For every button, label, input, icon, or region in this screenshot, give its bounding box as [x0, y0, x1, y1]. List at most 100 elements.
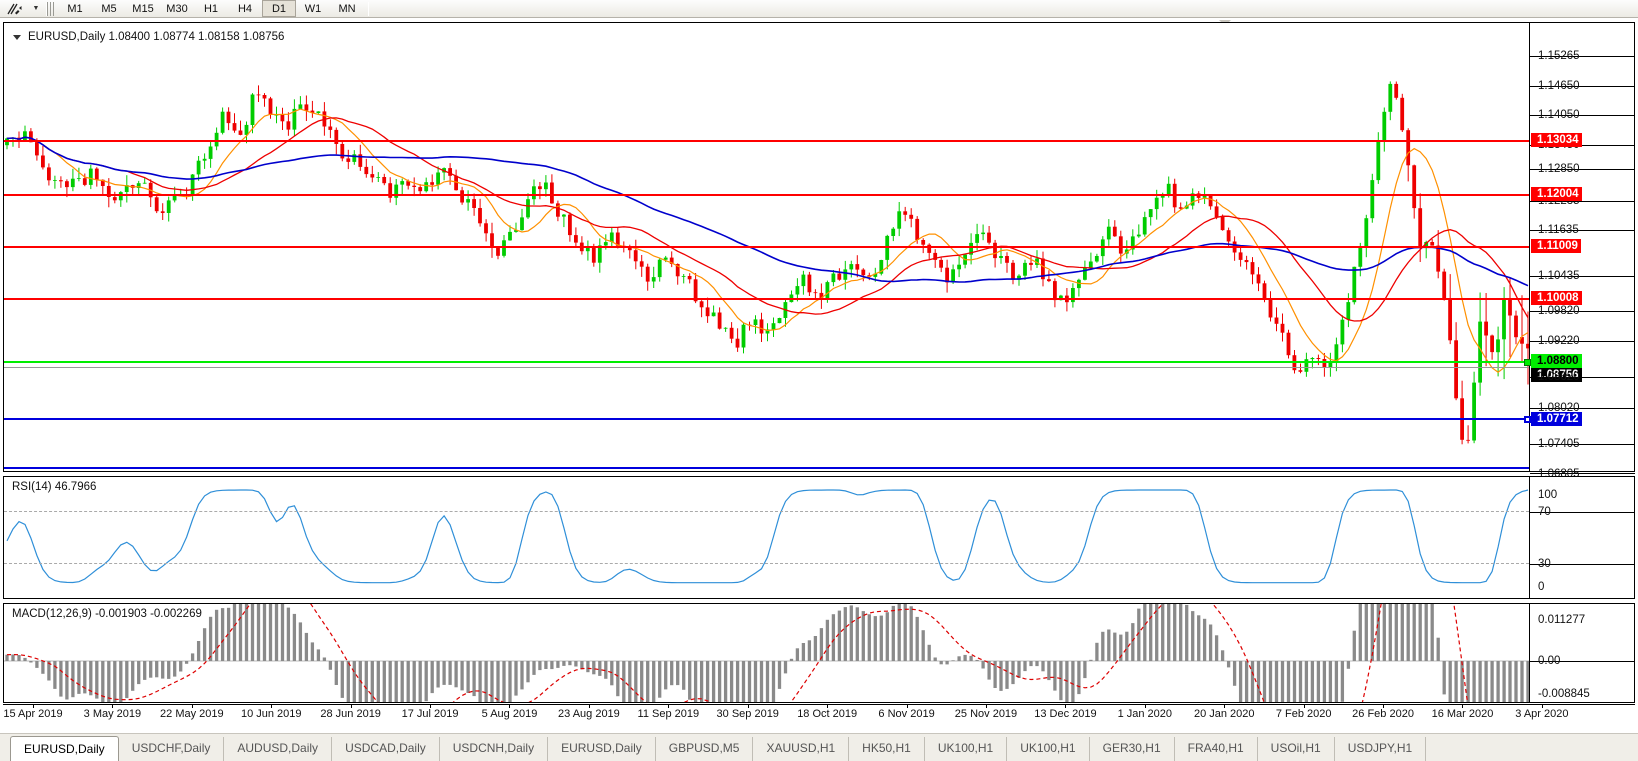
tab-eurusd-daily-active[interactable]: EURUSD,Daily: [10, 736, 119, 761]
tab-usdchf-daily[interactable]: USDCHF,Daily: [119, 737, 225, 761]
time-label: 23 Aug 2019: [558, 708, 620, 720]
time-label: 1 Jan 2020: [1117, 708, 1173, 720]
symbol-tab-bar: EURUSD,Daily USDCHF,Daily AUDUSD,Daily U…: [0, 733, 1638, 761]
level-line-1-12004[interactable]: [4, 194, 1529, 196]
level-line-1-08800[interactable]: [4, 361, 1529, 363]
time-tick: [1065, 705, 1067, 708]
tab-eurusd-daily-2[interactable]: EURUSD,Daily: [548, 737, 656, 761]
timeframe-h1[interactable]: H1: [203, 3, 219, 15]
time-tick: [1462, 705, 1464, 708]
price-label-6: 1.11635: [1538, 224, 1579, 236]
timeframe-d1[interactable]: D1: [262, 0, 296, 17]
timeframe-m5[interactable]: M5: [101, 3, 117, 15]
toolbar-grip[interactable]: [46, 1, 55, 16]
tab-audusd-daily[interactable]: AUDUSD,Daily: [224, 737, 333, 761]
timeframe-mn[interactable]: MN: [338, 3, 356, 15]
tab-hk50-h1[interactable]: HK50,H1: [849, 737, 925, 761]
price-plot[interactable]: [4, 23, 1529, 471]
level-line-1-06306[interactable]: [4, 467, 1529, 469]
time-label: 3 Apr 2020: [1515, 708, 1569, 720]
timeframe-m1[interactable]: M1: [67, 3, 83, 15]
time-label: 28 Jun 2019: [320, 708, 381, 720]
level-line-1-11009[interactable]: [4, 246, 1529, 248]
timeframe-group: M1 M5 M15 M30 H1 H4 D1 W1 MN: [58, 0, 364, 18]
level-label-1-07712[interactable]: 1.07712: [1531, 412, 1582, 426]
rsi-line: [6, 489, 1529, 584]
time-label: 13 Dec 2019: [1034, 708, 1097, 720]
time-tick: [906, 705, 908, 708]
price-label-11: 1.08020: [1538, 402, 1580, 414]
time-label: 20 Jan 2020: [1193, 708, 1255, 720]
time-tick: [112, 705, 114, 708]
time-tick: [1144, 705, 1146, 708]
time-tick: [668, 705, 670, 708]
tab-usdjpy-h1[interactable]: USDJPY,H1: [1335, 737, 1427, 761]
tab-usdcad-daily[interactable]: USDCAD,Daily: [332, 737, 440, 761]
time-tick: [509, 705, 511, 708]
timeframe-w1[interactable]: W1: [304, 3, 322, 15]
price-label-1: 1.14650: [1538, 80, 1580, 92]
price-panel[interactable]: EURUSD,Daily 1.08400 1.08774 1.08158 1.0…: [3, 22, 1635, 480]
level-label-1-12004[interactable]: 1.12004: [1531, 187, 1582, 201]
timeframe-m30[interactable]: M30: [166, 3, 188, 15]
price-label-8: 1.09820: [1538, 305, 1580, 317]
macd-axis-min: -0.008845: [1538, 688, 1590, 700]
rsi-plot[interactable]: [4, 477, 1529, 598]
time-label: 25 Nov 2019: [954, 708, 1018, 720]
toolbar-divider: [368, 1, 369, 16]
time-tick: [827, 705, 829, 708]
tab-fra40-h1[interactable]: FRA40,H1: [1175, 737, 1258, 761]
time-tick: [350, 705, 352, 708]
level-handle-blue-1[interactable]: [1524, 416, 1531, 423]
level-handle-green[interactable]: [1524, 359, 1531, 366]
macd-plot[interactable]: [4, 604, 1529, 702]
time-label: 26 Feb 2020: [1352, 708, 1414, 720]
timeframe-h4[interactable]: H4: [237, 3, 253, 15]
level-label-1-10008[interactable]: 1.10008: [1531, 291, 1582, 305]
level-label-1-08800[interactable]: 1.08800: [1531, 354, 1582, 368]
rsi-title: RSI(14) 46.7966: [12, 481, 97, 493]
time-label: 10 Jun 2019: [240, 708, 302, 720]
crosshair-cursor-icon[interactable]: [0, 0, 30, 18]
rsi-level-30: [4, 563, 1529, 564]
macd-panel[interactable]: MACD(12,26,9) -0.001903 -0.002269 0.0112…: [3, 603, 1635, 703]
time-axis: 15 Apr 2019 3 May 2019 22 May 2019 10 Jun 2…: [3, 704, 1635, 724]
price-scale[interactable]: 1.15265 1.14650 1.14050 1.13450 1.13034 …: [1529, 23, 1635, 480]
level-label-1-13034[interactable]: 1.13034: [1531, 133, 1582, 147]
time-tick: [1224, 705, 1226, 708]
tab-uk100-h1-2[interactable]: UK100,H1: [1007, 737, 1090, 761]
time-label: 5 Aug 2019: [481, 708, 538, 720]
rsi-panel[interactable]: RSI(14) 46.7966 100 70 30 0: [3, 476, 1635, 599]
level-label-1-11009[interactable]: 1.11009: [1531, 239, 1581, 253]
level-line-1-10008[interactable]: [4, 298, 1529, 300]
tab-usdcnh-daily[interactable]: USDCNH,Daily: [440, 737, 549, 761]
time-tick: [33, 705, 34, 708]
chevron-down-icon[interactable]: ▼: [32, 5, 40, 12]
time-tick: [271, 705, 273, 708]
time-label: 6 Nov 2019: [878, 708, 935, 720]
chart-title: EURUSD,Daily 1.08400 1.08774 1.08158 1.0…: [13, 31, 284, 43]
time-label: 11 Sep 2019: [637, 708, 700, 720]
level-line-1-13034[interactable]: [4, 140, 1529, 142]
rsi-scale: 100 70 30 0: [1529, 477, 1635, 598]
time-label: 22 May 2019: [160, 708, 224, 720]
time-tick: [985, 705, 987, 708]
tab-usoil-h1[interactable]: USOil,H1: [1258, 737, 1335, 761]
chart-area[interactable]: EURUSD,Daily 1.08400 1.08774 1.08158 1.0…: [0, 18, 1638, 724]
time-tick: [191, 705, 193, 708]
tab-uk100-h1-1[interactable]: UK100,H1: [925, 737, 1008, 761]
time-tick: [588, 705, 590, 708]
time-label: 16 Mar 2020: [1431, 708, 1494, 720]
time-label: 7 Feb 2020: [1275, 708, 1332, 720]
macd-axis-max: 0.011277: [1538, 614, 1586, 626]
time-label: 30 Sep 2019: [716, 708, 779, 720]
collapse-triangle-icon[interactable]: [13, 34, 21, 40]
timeframe-m15[interactable]: M15: [132, 3, 154, 15]
tab-gbpusd-m5[interactable]: GBPUSD,M5: [656, 737, 754, 761]
tab-ger30-h1[interactable]: GER30,H1: [1090, 737, 1175, 761]
price-label-12: 1.07405: [1538, 438, 1580, 450]
tab-xauusd-h1[interactable]: XAUUSD,H1: [753, 737, 850, 761]
price-label-9: 1.09220: [1538, 335, 1580, 347]
level-line-1-07712[interactable]: [4, 418, 1529, 420]
